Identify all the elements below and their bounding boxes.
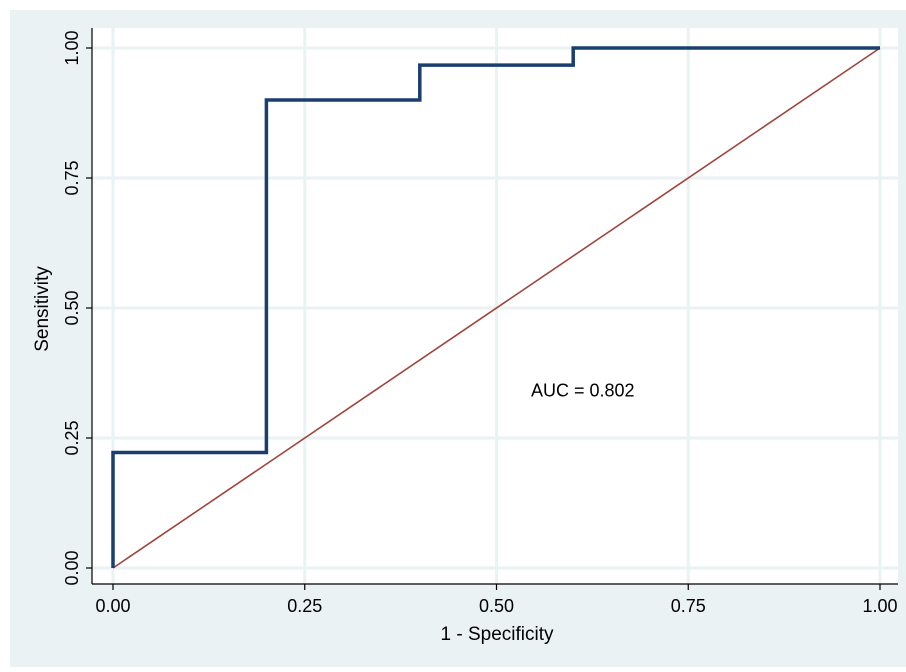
x-tick-label: 1.00 [862,596,897,616]
axes [86,28,898,590]
x-tick-label: 0.75 [671,596,706,616]
y-axis-label: Sensitivity [32,266,53,352]
y-tick-label: 0.50 [62,290,82,325]
y-tick-label: 0.25 [62,420,82,455]
x-tick-label: 0.00 [95,596,130,616]
x-tick-label: 0.25 [287,596,322,616]
x-axis-label: 1 - Specificity [441,624,554,645]
grid-lines [92,28,898,584]
roc-curve-line [111,46,880,568]
auc-annotation: AUC = 0.802 [531,380,635,400]
x-tick-label: 0.50 [479,596,514,616]
y-tick-label: 0.00 [62,550,82,585]
y-tick-label: 0.75 [62,160,82,195]
tick-labels: 0.00 0.25 0.50 0.75 1.00 0.00 0.25 0.50 0.75 1.00 [62,30,898,616]
annotations: AUC = 0.802 [531,380,635,400]
series-group [111,46,881,569]
y-tick-label: 1.00 [62,30,82,65]
reference-diagonal-line [112,47,881,569]
